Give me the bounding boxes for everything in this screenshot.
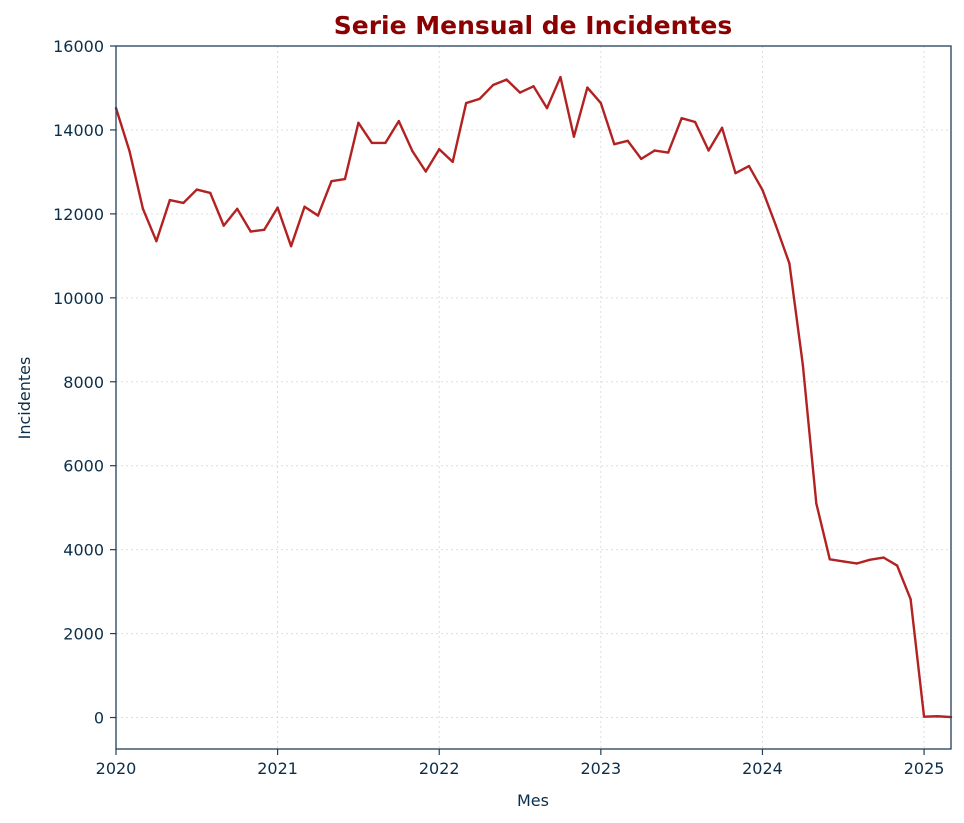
chart-title: Serie Mensual de Incidentes [334,11,732,40]
data-point [842,560,845,563]
data-point [195,188,199,191]
data-point [815,502,818,505]
x-tick-label: 2020 [96,759,137,778]
data-point [909,597,912,601]
data-point [303,205,306,208]
data-point [505,78,508,81]
y-axis: 0 2000 4000 6000 8000 10000 12000 14000 16000 [53,37,116,728]
x-tick-label: 2022 [419,759,460,778]
data-point [249,230,252,233]
data-point [276,206,279,209]
y-tick-label: 14000 [53,121,104,140]
x-axis-label: Mes [517,791,549,810]
data-point [640,157,643,161]
data-point [518,91,522,94]
data-point [384,141,387,145]
data-point [613,143,616,146]
data-point [438,148,441,151]
data-point [128,149,131,153]
data-point [936,715,939,718]
data-point [572,135,576,138]
y-tick-label: 0 [94,709,104,728]
series-line [114,75,952,719]
data-point [559,75,562,79]
data-point [788,262,791,265]
data-point [357,121,360,125]
data-point [370,141,374,145]
data-point [478,97,481,101]
data-point [828,558,831,561]
y-tick-label: 2000 [63,625,104,644]
data-point [168,198,172,202]
data-point [141,207,145,211]
data-point [411,149,414,153]
data-point [289,244,293,248]
data-point [626,139,629,143]
x-tick-label: 2021 [257,759,298,778]
y-tick-label: 16000 [53,37,104,56]
y-tick-label: 6000 [63,457,104,476]
data-point [209,191,212,195]
x-axis: 2020 2021 2022 2023 2024 2025 [96,749,945,778]
data-point [262,228,266,232]
data-point [882,556,885,559]
data-point [155,239,158,243]
data-point [464,101,468,105]
x-tick-label: 2023 [580,759,621,778]
data-point [868,558,872,561]
y-tick-label: 4000 [63,541,104,560]
x-tick-label: 2024 [742,759,783,778]
series-layer [114,75,953,719]
data-point [343,177,347,181]
data-point [545,106,549,110]
data-point [182,201,185,205]
data-point [680,116,683,120]
data-point [922,715,926,718]
plot-frame [115,45,952,750]
data-point [222,224,225,227]
data-point [747,164,751,168]
data-point [316,214,320,217]
data-point [666,151,670,154]
data-point [761,188,764,192]
data-point [586,86,589,89]
data-point [653,149,656,152]
data-point [451,160,454,164]
data-point [532,85,535,88]
data-point [330,179,333,183]
data-point [707,149,710,152]
data-point [397,119,401,123]
data-point [599,101,603,105]
grid-lines [115,45,951,749]
y-tick-label: 8000 [63,373,104,392]
data-point [774,224,778,227]
data-point [424,170,427,173]
y-tick-label: 10000 [53,289,104,308]
data-point [491,83,495,87]
data-point [734,171,737,175]
data-point [236,207,239,211]
data-point [855,562,858,565]
y-tick-label: 12000 [53,205,104,224]
y-axis-label: Incidentes [15,357,34,440]
x-tick-label: 2025 [904,759,945,778]
data-point [895,564,899,567]
data-point [720,126,724,130]
data-point [801,363,805,367]
data-point [693,120,697,124]
